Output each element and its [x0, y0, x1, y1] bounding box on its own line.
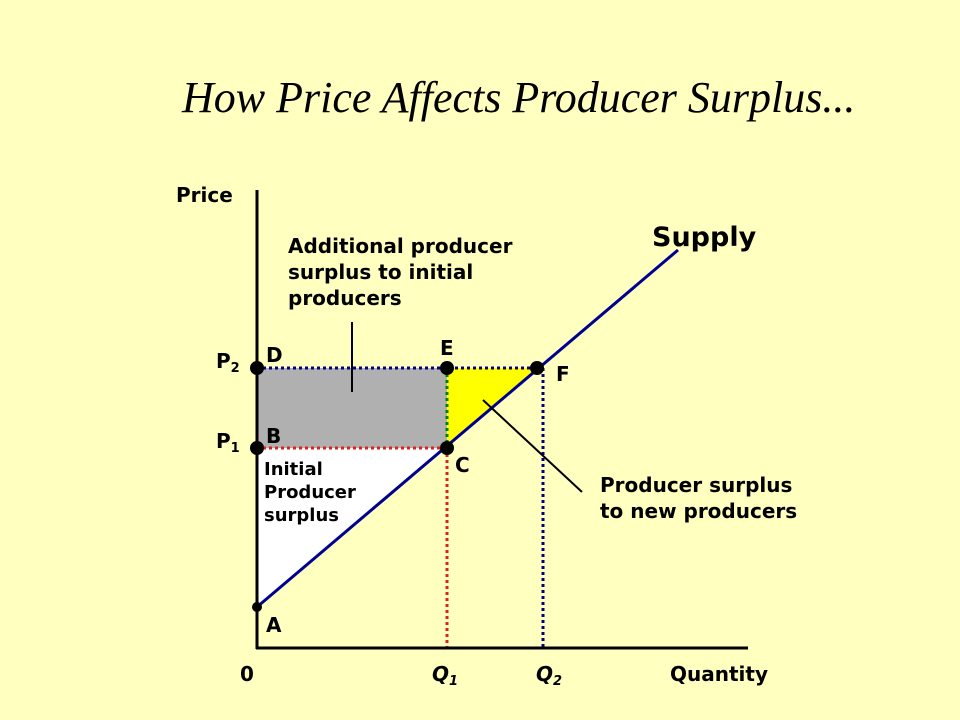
quantity-label: Q2: [536, 662, 562, 689]
point-label: E: [440, 336, 454, 360]
point-label: B: [266, 424, 281, 448]
text: Additional producer: [288, 234, 513, 258]
supply-curve: [256, 248, 679, 609]
text: to new producers: [600, 499, 797, 523]
gray-area: [257, 368, 447, 448]
text: 1: [449, 674, 458, 689]
text: 1: [231, 441, 240, 456]
dot: [252, 602, 262, 612]
text: Q: [432, 662, 449, 686]
quantity-label: Q1: [432, 662, 458, 689]
text: Producer: [264, 482, 356, 503]
text: P: [216, 349, 231, 373]
pointer: [482, 399, 583, 493]
text: Producer surplus: [600, 473, 792, 497]
dot: [250, 441, 264, 455]
price-label: P1: [216, 429, 240, 456]
dot: [530, 361, 544, 375]
dot: [250, 361, 264, 375]
point-label: F: [556, 362, 570, 386]
annotation: Producer surplus to new producers: [600, 473, 799, 523]
text: Initial: [264, 459, 323, 480]
price-label: P2: [216, 349, 240, 376]
point-label: C: [455, 453, 470, 477]
annotation: Additional producer surplus to initial p…: [288, 234, 519, 310]
text: Q: [536, 662, 553, 686]
y-axis-label: Price: [176, 183, 233, 207]
dot: [440, 441, 454, 455]
text: surplus: [264, 505, 339, 526]
text: 2: [553, 674, 562, 689]
annotation: Initial Producer surplus: [264, 459, 362, 526]
text: P: [216, 429, 231, 453]
text: surplus to initial: [288, 260, 473, 284]
origin-label: 0: [240, 662, 254, 686]
point-label: A: [266, 613, 282, 637]
text: producers: [288, 286, 402, 310]
text: 2: [231, 361, 240, 376]
supply-label: Supply: [652, 222, 757, 253]
x-axis-label: Quantity: [670, 662, 768, 686]
dot: [440, 361, 454, 375]
point-label: D: [266, 343, 283, 367]
title: How Price Affects Producer Surplus...: [181, 73, 855, 122]
